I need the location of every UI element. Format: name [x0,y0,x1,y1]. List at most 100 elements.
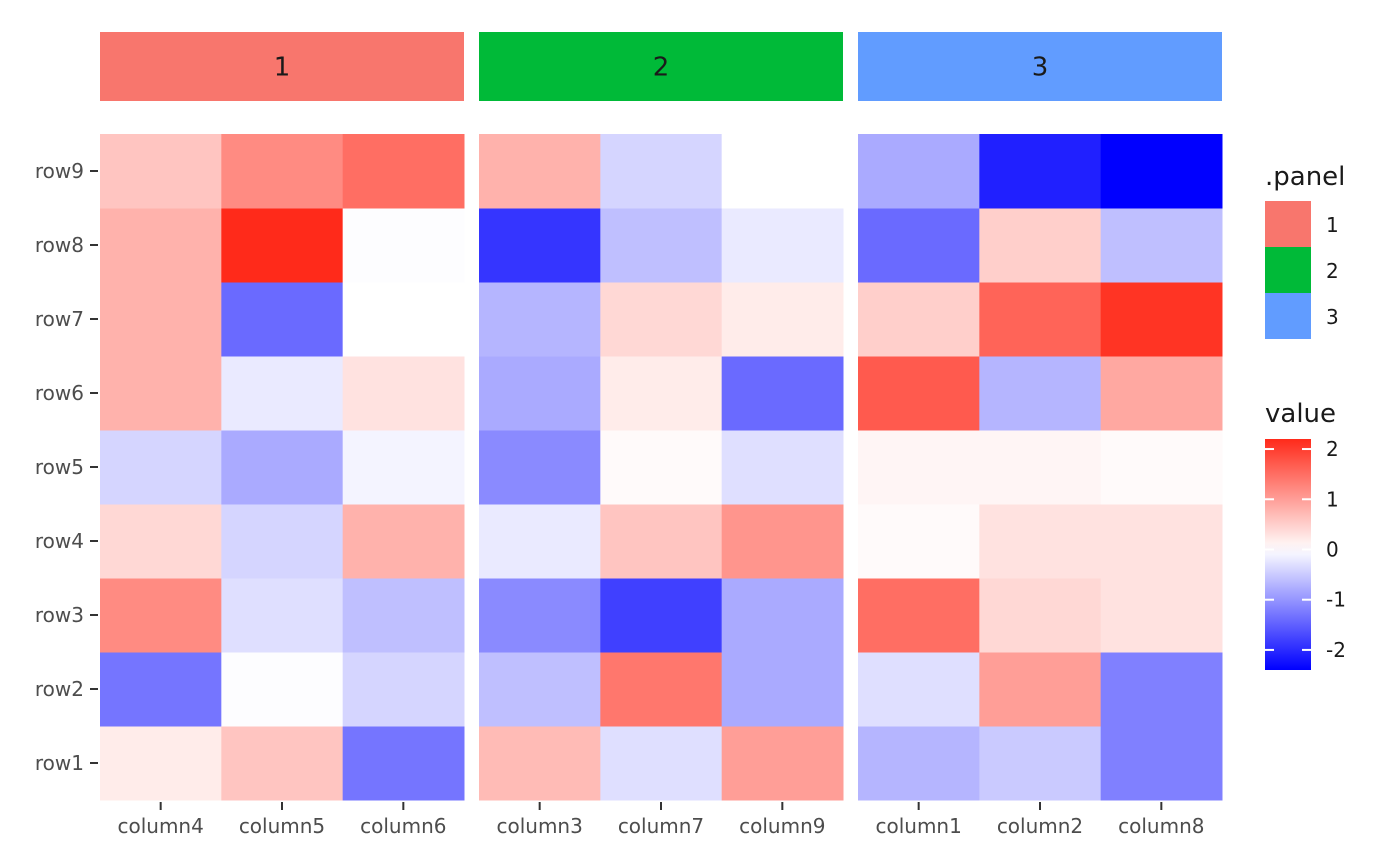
cell-row3-column4 [100,578,222,653]
y-tick-label-row4: row4 [35,529,84,553]
strip-panel-1 [100,32,464,101]
legend-key-panel-1 [1265,201,1311,247]
cell-row6-column7 [600,356,723,431]
strip-panel-3 [858,32,1222,101]
cell-row7-column6 [342,282,465,357]
cell-row6-column4 [100,356,222,431]
cell-row4-column3 [479,504,601,579]
legend-title-panel: .panel [1265,162,1345,192]
colorbar-label-1: 1 [1326,487,1339,511]
cell-row9-column3 [479,134,601,209]
x-tick-label-column2: column2 [997,814,1083,838]
cell-row5-column6 [342,430,465,505]
cell-row6-column5 [221,356,344,431]
colorbar-label-3: -1 [1326,588,1346,612]
cell-row2-column6 [342,652,465,727]
cell-row2-column5 [221,652,344,727]
legend-title-value: value [1265,399,1336,429]
cell-row7-column9 [721,282,844,357]
cell-row2-column2 [979,652,1102,727]
cell-row4-column5 [221,504,344,579]
x-tick-label-column9: column9 [739,814,825,838]
cell-row8-column7 [600,208,723,283]
cell-row1-column5 [221,726,344,801]
strip-label-2: 2 [653,53,670,83]
cell-row8-column9 [721,208,844,283]
x-tick-label-column4: column4 [117,814,203,838]
cell-row4-column6 [342,504,465,579]
cell-row4-column1 [858,504,980,579]
legend-key-panel-3 [1265,293,1311,339]
cell-row4-column7 [600,504,723,579]
cell-row7-column5 [221,282,344,357]
cell-row7-column7 [600,282,723,357]
cell-row5-column8 [1100,430,1223,505]
cell-row6-column2 [979,356,1102,431]
cell-row2-column7 [600,652,723,727]
cell-row5-column9 [721,430,844,505]
cell-row9-column7 [600,134,723,209]
cell-row7-column8 [1100,282,1223,357]
legend-label-panel-3: 3 [1326,305,1339,329]
cell-row8-column1 [858,208,980,283]
cell-row6-column9 [721,356,844,431]
cell-row8-column2 [979,208,1102,283]
cell-row3-column1 [858,578,980,653]
strip-label-3: 3 [1032,53,1049,83]
cell-row3-column7 [600,578,723,653]
cell-row7-column2 [979,282,1102,357]
legend-colorbar [1265,439,1311,670]
cell-row9-column9 [721,134,844,209]
cell-row1-column9 [721,726,844,801]
colorbar-label-2: 0 [1326,537,1339,561]
cell-row3-column2 [979,578,1102,653]
cell-row1-column6 [342,726,465,801]
cell-row1-column3 [479,726,601,801]
cell-row5-column3 [479,430,601,505]
cell-row9-column5 [221,134,344,209]
cell-row8-column4 [100,208,222,283]
strip-label-1: 1 [274,53,291,83]
colorbar-label-0: 2 [1326,437,1339,461]
x-tick-label-column6: column6 [360,814,446,838]
y-tick-label-row7: row7 [35,307,84,331]
y-tick-label-row5: row5 [35,455,84,479]
y-tick-label-row3: row3 [35,603,84,627]
cell-row9-column1 [858,134,980,209]
colorbar-label-4: -2 [1326,638,1346,662]
cell-row5-column1 [858,430,980,505]
y-tick-label-row2: row2 [35,677,84,701]
cell-row3-column8 [1100,578,1223,653]
cell-row7-column1 [858,282,980,357]
x-tick-label-column8: column8 [1118,814,1204,838]
cell-row4-column9 [721,504,844,579]
cell-row1-column4 [100,726,222,801]
cell-row1-column1 [858,726,980,801]
cell-row1-column7 [600,726,723,801]
cell-row2-column1 [858,652,980,727]
y-tick-label-row6: row6 [35,381,84,405]
cell-row6-column1 [858,356,980,431]
x-tick-label-column3: column3 [496,814,582,838]
cell-row9-column2 [979,134,1102,209]
cell-row1-column2 [979,726,1102,801]
cell-row6-column6 [342,356,465,431]
x-tick-label-column7: column7 [618,814,704,838]
legend-key-panel-2 [1265,247,1311,293]
cell-row6-column3 [479,356,601,431]
cell-row9-column4 [100,134,222,209]
cell-row5-column5 [221,430,344,505]
cell-row8-column8 [1100,208,1223,283]
cell-row8-column6 [342,208,465,283]
cell-row5-column4 [100,430,222,505]
cell-row1-column8 [1100,726,1223,801]
cell-row8-column3 [479,208,601,283]
x-tick-label-column5: column5 [239,814,325,838]
cell-row3-column9 [721,578,844,653]
y-tick-label-row1: row1 [35,751,84,775]
cell-row4-column8 [1100,504,1223,579]
cell-row9-column8 [1100,134,1223,209]
cell-row2-column3 [479,652,601,727]
cell-row4-column4 [100,504,222,579]
